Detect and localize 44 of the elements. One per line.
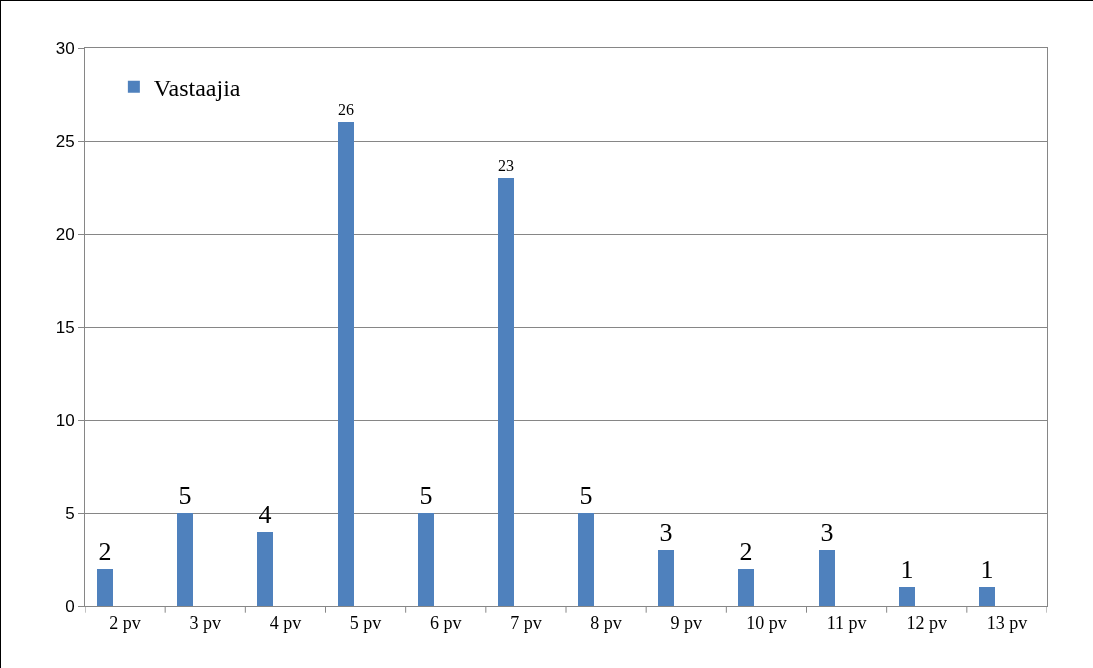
x-tick-label: 3 pv	[189, 612, 221, 633]
x-tick-label: 2 pv	[109, 612, 141, 633]
data-label: 26	[338, 101, 354, 119]
bar	[338, 122, 354, 606]
bar	[257, 532, 273, 606]
y-tick-label: 5	[65, 503, 75, 523]
x-tick-label: 10 pv	[746, 612, 787, 633]
legend-label: Vastaajia	[153, 75, 241, 102]
x-tick-label: 4 pv	[269, 612, 302, 633]
data-label: 3	[820, 518, 834, 547]
y-tick-label: 15	[55, 317, 75, 337]
x-tick-label: 8 pv	[590, 612, 622, 633]
bar	[979, 587, 995, 606]
data-label: 23	[498, 157, 514, 175]
x-tick-label: 6 pv	[430, 612, 462, 633]
x-tick-label: 12 pv	[906, 612, 947, 633]
bar	[97, 569, 113, 606]
data-label: 5	[419, 481, 433, 510]
data-label: 5	[579, 481, 593, 510]
bar	[658, 550, 674, 606]
x-tick-label: 7 pv	[510, 612, 542, 633]
x-tick-label: 13 pv	[986, 612, 1028, 633]
data-label: 1	[900, 555, 914, 584]
x-tick-label: 11 pv	[826, 612, 867, 633]
bar	[578, 513, 594, 606]
y-tick-label: 25	[55, 131, 75, 151]
bar	[498, 178, 514, 606]
bar	[418, 513, 434, 606]
bar	[899, 587, 915, 606]
y-tick-label: 10	[55, 410, 75, 430]
data-label: 5	[178, 481, 192, 510]
bar	[738, 569, 754, 606]
y-tick-label: 20	[55, 224, 75, 244]
x-tick-label: 9 pv	[670, 612, 702, 633]
x-tick-label: 5 pv	[349, 612, 382, 633]
y-tick-label: 30	[55, 38, 75, 58]
data-label: 2	[739, 537, 753, 566]
data-label: 1	[980, 555, 994, 584]
data-label: 2	[98, 537, 112, 566]
data-label: 3	[659, 518, 673, 547]
y-tick-label: 0	[65, 596, 75, 616]
data-label: 4	[258, 500, 272, 529]
bar	[177, 513, 193, 606]
bar	[819, 550, 835, 606]
